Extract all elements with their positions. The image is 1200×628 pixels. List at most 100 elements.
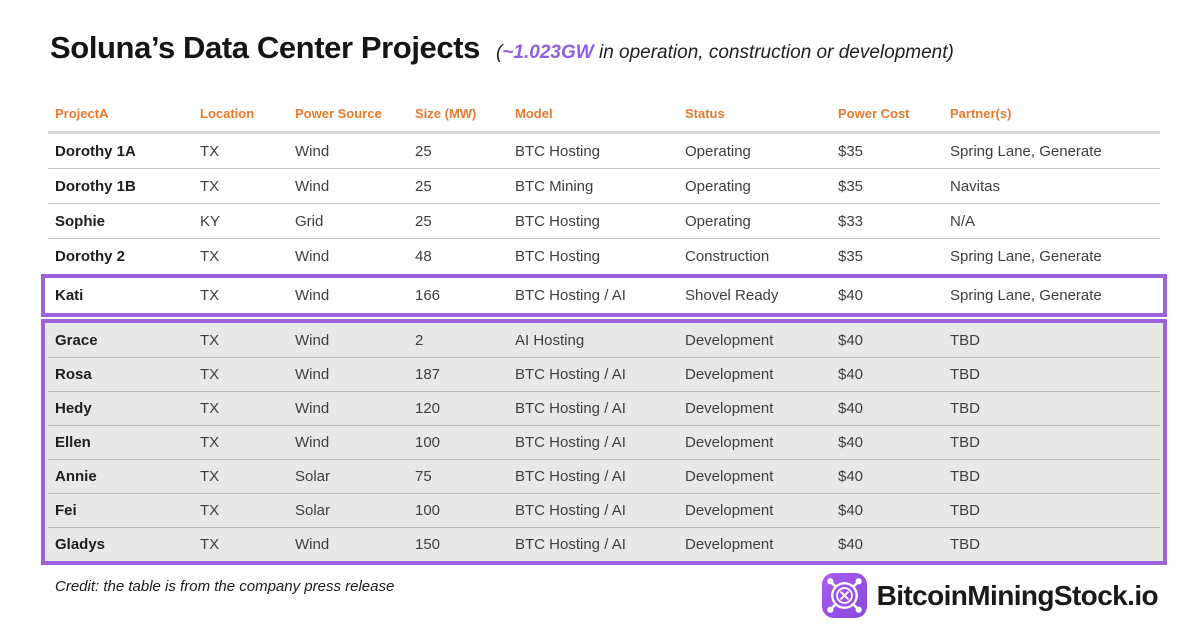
cell-partners: TBD [950,468,980,485]
column-header-partners: Partner(s) [950,106,1012,121]
cell-power-cost: $40 [838,434,864,451]
table-row: Grace TX Wind 2 AI Hosting Development $40 TBD [48,323,1160,357]
cell-location: TX [200,536,220,553]
cell-model: BTC Hosting [515,212,601,230]
cell-size-mw: 2 [415,331,424,349]
subtitle-capacity-accent: ~1.023GW [502,42,594,63]
table-row: Hedy TX Wind 120 BTC Hosting / AI Development… [48,391,1160,425]
subtitle-rest: in operation, construction or developmen… [593,42,954,63]
table-row: Sophie KY Grid 25 BTC Hosting Operating $33 N/A [48,204,1160,239]
table-body-development: Grace TX Wind 2 AI Hosting Development $40 TBD R… [48,323,1160,561]
cell-partners: Spring Lane, Generate [950,142,1102,160]
cell-model: BTC Hosting / AI [515,287,626,304]
table-row: Rosa TX Wind 187 BTC Hosting / AI Development… [48,357,1160,391]
cell-power-cost: $40 [838,400,864,417]
cell-power-source: Grid [295,212,324,230]
cell-power-source: Solar [295,468,331,485]
column-header-size-mw: Size (MW) [415,106,477,121]
cell-location: TX [200,248,220,265]
table-body-shovel-ready: Kati TX Wind 166 BTC Hosting / AI Shovel Read… [48,278,1160,313]
cell-partners: TBD [950,400,980,417]
cell-power-source: Wind [295,434,330,451]
cell-size-mw: 100 [415,434,441,451]
page-header: Soluna’s Data Center Projects (~1.023GW … [50,30,954,66]
cell-power-source: Wind [295,331,330,349]
cell-power-cost: $40 [838,536,864,553]
cell-power-cost: $33 [838,212,864,230]
cell-model: AI Hosting [515,331,585,349]
cell-location: TX [200,434,220,451]
cell-status: Development [685,536,774,553]
cell-size-mw: 25 [415,142,432,160]
cell-status: Operating [685,177,751,195]
cell-status: Operating [685,212,751,230]
cell-power-cost: $40 [838,468,864,485]
cell-location: TX [200,142,220,160]
cell-size-mw: 48 [415,248,432,265]
cell-status: Development [685,502,774,519]
projects-table: ProjectA Location Power Source Size (MW) Mod… [41,106,1167,565]
page-subtitle: (~1.023GW in operation, construction or … [496,42,954,64]
cell-partners: TBD [950,331,980,349]
cell-status: Development [685,434,774,451]
page-title: Soluna’s Data Center Projects [50,30,480,65]
cell-partners: N/A [950,212,976,230]
cell-project: Grace [55,331,98,349]
cell-project: Annie [55,468,97,485]
column-header-status: Status [685,106,725,121]
cell-model: BTC Hosting [515,248,601,265]
cell-partners: Navitas [950,177,1001,195]
column-header-power-cost: Power Cost [838,106,910,121]
cell-size-mw: 166 [415,287,441,304]
table-row: Kati TX Wind 166 BTC Hosting / AI Shovel Read… [48,278,1160,313]
cell-location: TX [200,400,220,417]
cell-power-source: Wind [295,177,330,195]
table-row: Ellen TX Wind 100 BTC Hosting / AI Developmen… [48,425,1160,459]
cell-model: BTC Mining [515,177,594,195]
development-highlight-box: Grace TX Wind 2 AI Hosting Development $40 TBD R… [41,319,1167,565]
cell-status: Construction [685,248,770,265]
cell-size-mw: 100 [415,502,441,519]
cell-project: Hedy [55,400,92,417]
table-row: Annie TX Solar 75 BTC Hosting / AI Developmen… [48,459,1160,493]
cell-size-mw: 25 [415,177,432,195]
cell-power-cost: $35 [838,248,864,265]
cell-power-cost: $40 [838,331,864,349]
cell-partners: Spring Lane, Generate [950,287,1102,304]
cell-power-cost: $40 [838,502,864,519]
column-header-location: Location [200,106,255,121]
column-header-power-source: Power Source [295,106,382,121]
cell-power-source: Wind [295,248,330,265]
cell-partners: TBD [950,366,980,383]
cell-model: BTC Hosting / AI [515,434,626,451]
cell-location: TX [200,287,220,304]
brand-logo: BitcoinMiningStock.io [821,572,1159,619]
cell-location: TX [200,502,220,519]
cell-location: KY [200,212,221,230]
cell-project: Kati [55,287,84,304]
cell-size-mw: 75 [415,468,432,485]
cell-location: TX [200,331,220,349]
cell-model: BTC Hosting / AI [515,536,626,553]
cell-power-source: Wind [295,287,330,304]
table-row: Dorothy 1A TX Wind 25 BTC Hosting Operating $3… [48,134,1160,169]
cell-status: Shovel Ready [685,287,779,304]
cell-power-source: Wind [295,366,330,383]
cell-power-source: Wind [295,142,330,160]
cell-power-cost: $35 [838,177,864,195]
cell-power-cost: $35 [838,142,864,160]
cell-status: Development [685,331,774,349]
subtitle-prefix: ( [496,42,503,63]
cell-location: TX [200,366,220,383]
cell-project: Dorothy 1B [55,177,136,195]
cell-size-mw: 25 [415,212,432,230]
cell-project: Dorothy 1A [55,142,136,160]
cell-status: Development [685,400,774,417]
cell-project: Rosa [55,366,92,383]
cell-project: Gladys [55,536,106,553]
cell-location: TX [200,468,220,485]
cell-size-mw: 187 [415,366,441,383]
cell-status: Operating [685,142,751,160]
table-row: Fei TX Solar 100 BTC Hosting / AI Development… [48,493,1160,527]
cell-project: Fei [55,502,77,519]
